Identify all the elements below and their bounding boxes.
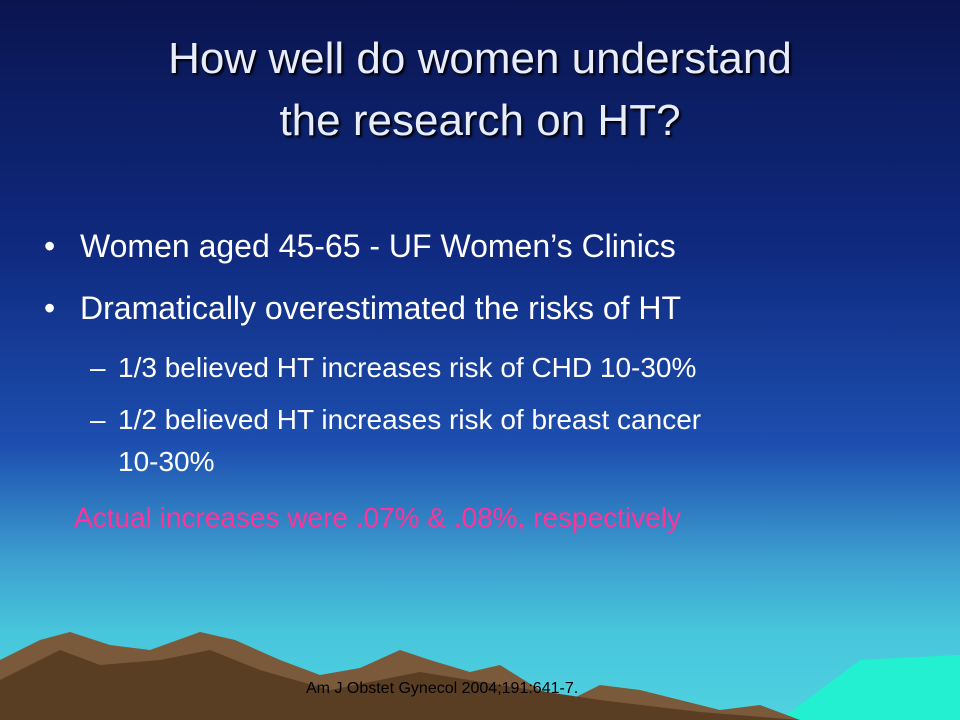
bullet-marker: • [44,228,56,264]
sub-bullet: 1/3 believed HT increases risk of CHD 10… [118,352,697,383]
bullet-marker: • [44,290,56,326]
dash: – [90,404,106,435]
dash: – [90,352,106,383]
title-line: the research on HT? [279,96,681,145]
sub-bullet: 10-30% [118,446,215,477]
title-line: How well do women understand [168,34,792,83]
sub-bullet: 1/2 believed HT increases risk of breast… [118,404,702,435]
highlight: Actual increases were .07% & .08%, respe… [74,502,681,533]
bullet: Women aged 45-65 - UF Women’s Clinics [80,228,676,264]
bullet: Dramatically overestimated the risks of … [80,290,682,326]
citation: Am J Obstet Gynecol 2004;191:641-7. [306,680,579,697]
